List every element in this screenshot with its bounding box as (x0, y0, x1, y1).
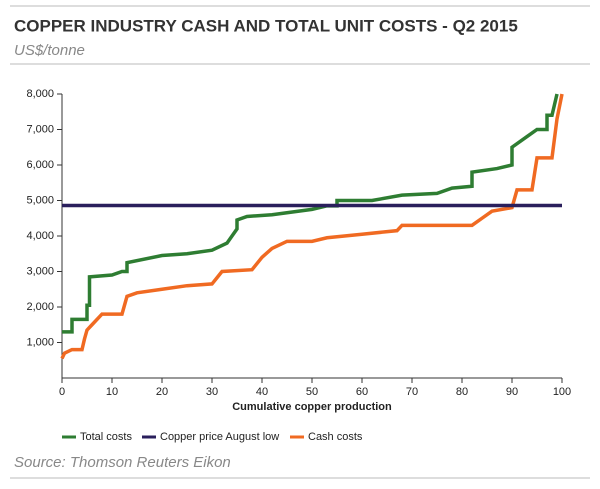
x-tick-label: 80 (456, 386, 468, 398)
source: Source: Thomson Reuters Eikon (14, 454, 231, 471)
x-tick-label: 20 (156, 386, 168, 398)
x-tick-label: 40 (256, 386, 268, 398)
chart-title: COPPER INDUSTRY CASH AND TOTAL UNIT COST… (14, 16, 518, 35)
x-tick-label: 70 (406, 386, 418, 398)
x-tick-label: 30 (206, 386, 218, 398)
x-axis-label: Cumulative copper production (232, 401, 392, 413)
x-tick-label: 60 (356, 386, 368, 398)
x-tick-label: 90 (506, 386, 518, 398)
y-tick-label: 4,000 (26, 230, 54, 242)
y-tick-label: 3,000 (26, 265, 54, 277)
y-tick-label: 7,000 (26, 123, 54, 135)
legend-label: Total costs (80, 431, 132, 443)
y-tick-label: 6,000 (26, 159, 54, 171)
series-line (62, 93, 559, 334)
y-tick-label: 2,000 (26, 301, 54, 313)
series-line (60, 93, 564, 360)
y-tick-label: 5,000 (26, 194, 54, 206)
x-tick-label: 100 (553, 386, 571, 398)
chart-subtitle: US$/tonne (14, 42, 85, 59)
legend-label: Copper price August low (160, 431, 279, 443)
legend-label: Cash costs (308, 431, 363, 443)
x-tick-label: 50 (306, 386, 318, 398)
y-tick-label: 1,000 (26, 336, 54, 348)
x-tick-label: 10 (106, 386, 118, 398)
y-tick-label: 8,000 (26, 88, 54, 100)
x-tick-label: 0 (59, 386, 65, 398)
